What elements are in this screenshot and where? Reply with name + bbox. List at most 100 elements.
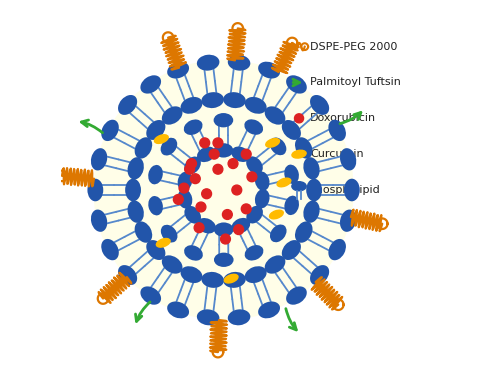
Ellipse shape: [255, 189, 270, 208]
Ellipse shape: [128, 201, 144, 223]
Ellipse shape: [197, 55, 220, 71]
Ellipse shape: [146, 120, 166, 140]
Circle shape: [213, 164, 223, 174]
Circle shape: [200, 138, 209, 148]
Ellipse shape: [258, 62, 280, 79]
Ellipse shape: [178, 172, 192, 191]
Ellipse shape: [258, 301, 280, 318]
Ellipse shape: [91, 209, 107, 232]
Ellipse shape: [270, 225, 286, 242]
Ellipse shape: [134, 222, 152, 243]
Ellipse shape: [284, 165, 299, 184]
Ellipse shape: [266, 139, 280, 147]
Ellipse shape: [167, 62, 189, 79]
Ellipse shape: [184, 245, 203, 261]
Ellipse shape: [184, 206, 201, 224]
Circle shape: [94, 60, 353, 320]
Circle shape: [210, 149, 219, 159]
Ellipse shape: [304, 201, 320, 223]
Ellipse shape: [214, 143, 234, 158]
Ellipse shape: [295, 137, 312, 158]
Ellipse shape: [125, 179, 141, 201]
Ellipse shape: [128, 157, 144, 179]
Ellipse shape: [328, 120, 346, 141]
Ellipse shape: [264, 106, 285, 125]
Circle shape: [242, 149, 251, 159]
Ellipse shape: [344, 179, 360, 201]
Ellipse shape: [91, 148, 107, 171]
Ellipse shape: [246, 156, 263, 174]
Circle shape: [242, 204, 251, 214]
Ellipse shape: [282, 240, 301, 260]
Ellipse shape: [162, 106, 182, 125]
Circle shape: [220, 234, 230, 244]
Ellipse shape: [102, 239, 119, 260]
Ellipse shape: [214, 222, 234, 237]
Ellipse shape: [232, 218, 250, 233]
Ellipse shape: [118, 265, 137, 285]
Ellipse shape: [284, 196, 299, 215]
Ellipse shape: [246, 206, 263, 223]
Ellipse shape: [282, 120, 301, 140]
Ellipse shape: [118, 95, 137, 115]
Ellipse shape: [224, 274, 238, 283]
Ellipse shape: [197, 218, 216, 233]
Text: Curcumin: Curcumin: [310, 149, 364, 159]
Ellipse shape: [214, 253, 234, 267]
Circle shape: [190, 174, 200, 184]
Ellipse shape: [160, 138, 177, 155]
Ellipse shape: [180, 97, 203, 114]
Ellipse shape: [244, 245, 264, 261]
Ellipse shape: [295, 222, 312, 243]
Ellipse shape: [270, 210, 283, 219]
Ellipse shape: [202, 272, 224, 288]
Ellipse shape: [286, 287, 307, 305]
Ellipse shape: [184, 157, 201, 174]
Ellipse shape: [184, 119, 203, 135]
Ellipse shape: [306, 179, 322, 201]
Ellipse shape: [162, 255, 182, 274]
Circle shape: [222, 210, 232, 219]
Ellipse shape: [340, 209, 356, 232]
Ellipse shape: [140, 287, 161, 305]
Ellipse shape: [178, 189, 192, 209]
Ellipse shape: [232, 147, 250, 162]
Ellipse shape: [255, 171, 270, 191]
Text: Palmitoyl Tuftsin: Palmitoyl Tuftsin: [310, 78, 401, 87]
Circle shape: [232, 185, 241, 195]
Ellipse shape: [214, 113, 233, 127]
Circle shape: [213, 138, 223, 148]
Ellipse shape: [197, 147, 216, 162]
Ellipse shape: [197, 309, 220, 325]
Ellipse shape: [286, 75, 307, 93]
Ellipse shape: [228, 309, 250, 325]
Ellipse shape: [328, 239, 346, 260]
Ellipse shape: [304, 157, 320, 179]
Circle shape: [247, 172, 257, 182]
Ellipse shape: [270, 138, 286, 155]
Circle shape: [234, 225, 243, 234]
Circle shape: [202, 189, 211, 199]
Ellipse shape: [88, 179, 104, 201]
Ellipse shape: [167, 301, 189, 318]
Ellipse shape: [134, 137, 152, 158]
Ellipse shape: [264, 255, 285, 274]
Circle shape: [194, 223, 204, 233]
Ellipse shape: [310, 95, 329, 115]
Circle shape: [228, 159, 238, 168]
Ellipse shape: [310, 265, 329, 285]
Ellipse shape: [245, 97, 266, 114]
Circle shape: [186, 159, 196, 168]
Ellipse shape: [202, 92, 224, 108]
Ellipse shape: [148, 165, 163, 184]
Ellipse shape: [292, 150, 306, 158]
Text: Doxorubicin: Doxorubicin: [310, 113, 376, 124]
Ellipse shape: [244, 119, 263, 135]
Ellipse shape: [245, 266, 266, 283]
Ellipse shape: [146, 240, 166, 260]
Circle shape: [294, 114, 304, 123]
Ellipse shape: [228, 55, 250, 71]
Circle shape: [174, 195, 183, 204]
Ellipse shape: [292, 182, 306, 191]
Circle shape: [179, 183, 189, 193]
